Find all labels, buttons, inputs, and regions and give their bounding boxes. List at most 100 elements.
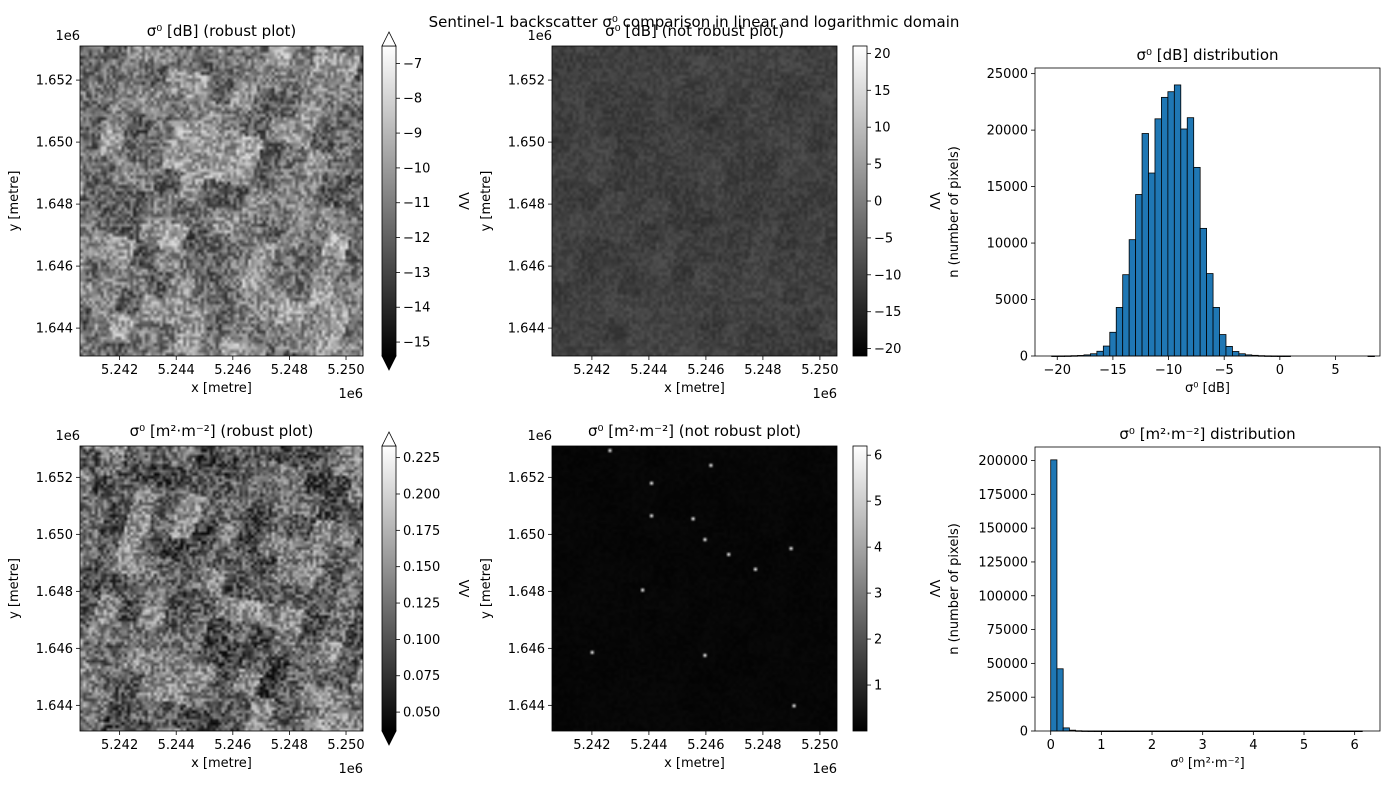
figure-suptitle: Sentinel-1 backscatter σ⁰ comparison in … bbox=[429, 13, 960, 31]
axes-frame bbox=[79, 445, 364, 732]
axes-frame bbox=[1034, 67, 1381, 357]
x-tick-label: −5 bbox=[1215, 363, 1234, 378]
x-tick-label: 0 bbox=[1047, 738, 1055, 753]
histogram-bar bbox=[1056, 668, 1064, 732]
y-tick-label: 20000 bbox=[987, 124, 1028, 139]
y-tick-label: 175000 bbox=[978, 488, 1028, 503]
y-axis-label: y [metre] bbox=[479, 171, 494, 232]
y-tick-label: 25000 bbox=[987, 67, 1028, 82]
x-tick-label: 5.250 bbox=[801, 363, 838, 378]
y-axis-label: y [metre] bbox=[479, 558, 494, 619]
x-axis-label: x [metre] bbox=[664, 756, 725, 771]
histogram-bar bbox=[1161, 96, 1169, 357]
y-tick-label: 10000 bbox=[987, 237, 1028, 252]
colorbar-tick-label: −5 bbox=[874, 231, 893, 246]
x-tick-label: 5.242 bbox=[573, 738, 610, 753]
colorbar-tick-label: 15 bbox=[874, 84, 891, 99]
y-tick-label: 1.648 bbox=[36, 198, 73, 213]
y-tick-label: 1.652 bbox=[508, 471, 545, 486]
y-tick-label: 1.648 bbox=[36, 585, 73, 600]
histogram-bar bbox=[1206, 273, 1214, 357]
y-tick-label: 1.646 bbox=[36, 260, 73, 275]
y-tick-label: 1.652 bbox=[508, 74, 545, 89]
colorbar-tick-label: 0.225 bbox=[403, 451, 440, 466]
colorbar-extend-max bbox=[381, 31, 397, 47]
x-tick-label: 5.244 bbox=[630, 738, 667, 753]
x-tick-label: 3 bbox=[1199, 738, 1207, 753]
y-tick-label: 0 bbox=[1020, 725, 1028, 740]
x-axis-label: x [metre] bbox=[191, 756, 252, 771]
panel-5: 1 2 3 4 5 6 VV 1e6 1e6 5.242 5.244 5.246 5.248 5.250 1… bbox=[479, 422, 941, 777]
y-offset-label: 1e6 bbox=[527, 429, 552, 444]
x-tick-label: 5.250 bbox=[327, 363, 364, 378]
raster-image bbox=[80, 446, 363, 731]
y-tick-label: 1.644 bbox=[508, 322, 545, 337]
panel-title: σ⁰ [dB] (robust plot) bbox=[147, 22, 297, 40]
y-tick-label: 0 bbox=[1020, 350, 1028, 365]
x-tick-label: 5.248 bbox=[271, 738, 308, 753]
colorbar-tick-label: −11 bbox=[403, 196, 430, 211]
x-tick-label: 5.242 bbox=[101, 363, 138, 378]
x-tick-label: 5 bbox=[1300, 738, 1308, 753]
histogram-bar bbox=[1050, 459, 1058, 732]
panel-title: σ⁰ [m²·m⁻²] distribution bbox=[1119, 425, 1295, 443]
colorbar-tick-label: −10 bbox=[403, 161, 430, 176]
y-tick-label: 125000 bbox=[978, 555, 1028, 570]
panel-title: σ⁰ [m²·m⁻²] (robust plot) bbox=[130, 422, 314, 440]
histogram-bar bbox=[1141, 133, 1149, 357]
histogram-bar bbox=[1225, 345, 1233, 357]
x-tick-label: 5.244 bbox=[158, 738, 195, 753]
colorbar-tick-label: −9 bbox=[403, 127, 422, 142]
x-tick-label: 1 bbox=[1097, 738, 1105, 753]
x-tick-label: 5.246 bbox=[214, 738, 251, 753]
y-tick-label: 1.646 bbox=[508, 642, 545, 657]
y-tick-label: 1.650 bbox=[36, 528, 73, 543]
panel-3: −20 −15 −10 −5 0 5 0 5000 10000 15000 20000 25000 σ⁰… bbox=[947, 46, 1381, 396]
colorbar bbox=[852, 445, 868, 732]
y-tick-label: 1.644 bbox=[508, 699, 545, 714]
y-tick-label: 1.644 bbox=[36, 322, 73, 337]
colorbar-tick-label: −13 bbox=[403, 266, 430, 281]
x-tick-label: 2 bbox=[1148, 738, 1156, 753]
axes-frame bbox=[79, 45, 364, 357]
x-tick-label: 5.242 bbox=[101, 738, 138, 753]
x-offset-label: 1e6 bbox=[338, 762, 363, 777]
y-tick-label: 1.650 bbox=[508, 528, 545, 543]
colorbar bbox=[381, 445, 397, 732]
histogram-bar bbox=[1167, 91, 1175, 357]
histogram-bar bbox=[1102, 345, 1111, 357]
y-axis-label: y [metre] bbox=[7, 171, 22, 232]
colorbar-extend-max bbox=[381, 431, 397, 447]
y-tick-label: 5000 bbox=[995, 293, 1028, 308]
x-offset-label: 1e6 bbox=[338, 387, 363, 402]
colorbar-tick-label: −10 bbox=[874, 268, 901, 283]
y-axis-label: n (number of pixels) bbox=[947, 146, 962, 278]
x-tick-label: 5.244 bbox=[158, 363, 195, 378]
y-tick-label: 1.652 bbox=[36, 74, 73, 89]
colorbar-label: VV bbox=[926, 580, 941, 598]
colorbar-tick-label: 2 bbox=[874, 633, 882, 648]
x-offset-label: 1e6 bbox=[812, 387, 837, 402]
y-tick-label: 1.646 bbox=[508, 260, 545, 275]
x-tick-label: 5 bbox=[1331, 363, 1339, 378]
colorbar-extend-min bbox=[381, 355, 397, 371]
raster-image bbox=[552, 446, 837, 731]
colorbar-tick-label: 0.050 bbox=[403, 706, 440, 721]
y-tick-label: 1.650 bbox=[508, 136, 545, 151]
y-tick-label: 1.646 bbox=[36, 642, 73, 657]
x-tick-label: −20 bbox=[1044, 363, 1071, 378]
x-tick-label: 0 bbox=[1276, 363, 1284, 378]
histogram-bar bbox=[1115, 307, 1124, 357]
colorbar-tick-label: −14 bbox=[403, 301, 430, 316]
colorbar-tick-label: 0.175 bbox=[403, 524, 440, 539]
x-tick-label: 4 bbox=[1249, 738, 1257, 753]
colorbar-tick-label: 10 bbox=[874, 121, 891, 136]
x-tick-label: 5.248 bbox=[744, 363, 781, 378]
colorbar-tick-label: −7 bbox=[403, 57, 422, 72]
axes-frame bbox=[551, 45, 838, 357]
colorbar-label: VV bbox=[455, 580, 470, 598]
x-tick-label: 5.246 bbox=[214, 363, 251, 378]
histogram-bar bbox=[1148, 172, 1156, 357]
histogram-bar bbox=[1096, 350, 1104, 357]
x-tick-label: 5.248 bbox=[271, 363, 308, 378]
